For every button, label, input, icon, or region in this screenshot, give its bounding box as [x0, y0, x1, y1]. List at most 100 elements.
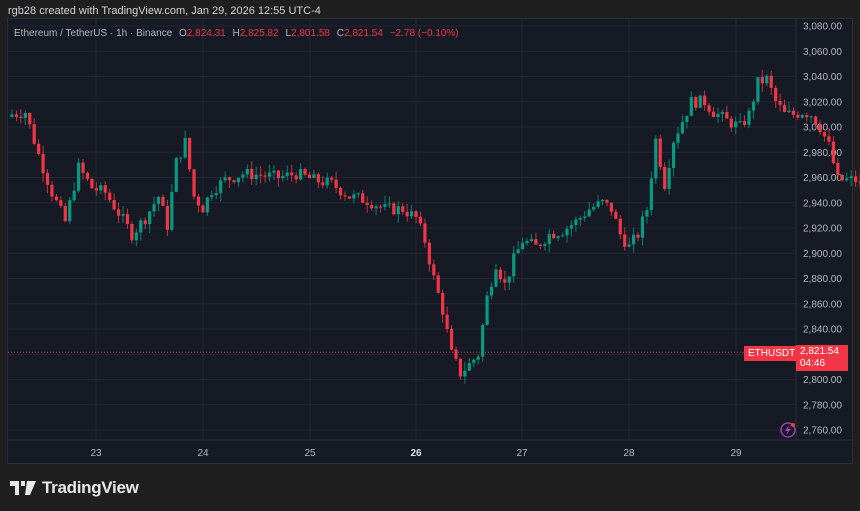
candle — [387, 196, 391, 208]
candle — [85, 171, 90, 181]
candle — [10, 109, 14, 118]
candle — [791, 106, 796, 119]
candle — [352, 190, 356, 204]
alert-lightning-icon[interactable] — [780, 422, 796, 438]
candle — [703, 90, 707, 111]
candle — [632, 227, 636, 253]
candle — [32, 118, 36, 146]
candle — [543, 241, 547, 251]
y-axis-tick: 2,780.00 — [803, 400, 842, 411]
candle — [205, 196, 209, 216]
candle — [529, 233, 534, 243]
tradingview-logo: TradingView — [10, 478, 139, 498]
candle — [614, 208, 618, 220]
candle — [760, 69, 764, 92]
candle — [370, 200, 374, 211]
candle — [250, 160, 254, 185]
candle — [116, 202, 121, 224]
candle — [374, 204, 378, 215]
candle — [556, 234, 560, 242]
candle — [845, 172, 849, 182]
candle — [45, 169, 50, 194]
candle — [716, 107, 720, 124]
candle — [689, 91, 693, 116]
candle — [507, 276, 511, 291]
candle — [361, 189, 365, 204]
candle — [14, 110, 19, 122]
open-value: 2,824.31 — [186, 28, 226, 39]
y-axis-tick: 2,980.00 — [803, 148, 842, 159]
candle — [822, 131, 827, 142]
candle — [836, 158, 840, 178]
candle — [782, 99, 787, 113]
candle — [441, 289, 445, 323]
candle — [814, 115, 818, 127]
x-axis-tick: 27 — [516, 448, 528, 459]
candle — [112, 193, 116, 211]
candle — [587, 201, 591, 218]
candle — [743, 115, 747, 128]
chart-frame[interactable] — [7, 18, 853, 464]
candle — [68, 197, 72, 225]
symbol-label: Ethereum / TetherUS · 1h · Binance — [14, 28, 173, 39]
candle — [512, 245, 516, 284]
candle — [494, 264, 498, 288]
candle — [90, 178, 94, 189]
candle — [534, 232, 538, 245]
candle — [365, 196, 369, 213]
candle — [219, 177, 223, 202]
candle — [521, 237, 525, 250]
y-axis-tick: 2,760.00 — [803, 426, 842, 437]
candle — [698, 95, 702, 109]
candle — [849, 170, 853, 187]
candle — [565, 225, 569, 243]
candle — [125, 208, 130, 229]
candle — [134, 228, 138, 247]
candle — [427, 239, 431, 272]
candle — [303, 167, 307, 177]
candle — [338, 186, 343, 200]
candle — [623, 227, 627, 251]
candle — [210, 190, 214, 202]
candle — [121, 205, 125, 224]
change-value: −2.78 (−0.10%) — [389, 28, 459, 39]
candle — [343, 191, 347, 201]
candle — [751, 99, 756, 119]
candle — [663, 162, 667, 192]
candle — [818, 119, 822, 136]
x-axis-tick: 28 — [623, 448, 635, 459]
candle — [756, 77, 760, 105]
candle — [245, 164, 249, 179]
chart-legend: Ethereum / TetherUS · 1h · Binance O2,82… — [14, 28, 459, 39]
candle — [445, 306, 449, 333]
candle — [645, 206, 649, 224]
candle — [254, 166, 258, 186]
candle — [23, 110, 27, 125]
y-axis-tick: 2,840.00 — [803, 325, 842, 336]
candle — [290, 164, 294, 182]
candle — [227, 176, 232, 189]
candle — [578, 215, 582, 227]
y-axis-tick: 2,960.00 — [803, 173, 842, 184]
candle — [285, 165, 289, 181]
x-axis-tick: 25 — [304, 448, 316, 459]
candle — [600, 198, 605, 206]
candle — [281, 170, 285, 182]
candle — [325, 172, 329, 189]
candle — [671, 140, 676, 177]
candle — [392, 201, 396, 216]
candle — [787, 101, 791, 114]
candle — [299, 163, 303, 181]
candle — [50, 181, 54, 202]
candle — [410, 205, 414, 219]
candle — [778, 93, 782, 112]
candle — [321, 175, 325, 188]
candle — [436, 272, 440, 294]
candle — [711, 107, 716, 118]
candle — [649, 171, 653, 216]
y-axis-tick: 2,880.00 — [803, 274, 842, 285]
symbol-price-tag: ETHUSDT — [744, 346, 800, 361]
candle — [605, 199, 609, 207]
candle — [196, 193, 201, 213]
